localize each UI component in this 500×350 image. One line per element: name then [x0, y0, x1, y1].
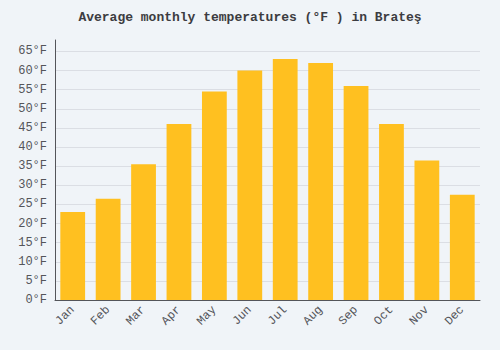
svg-text:40°F: 40°F	[18, 140, 47, 154]
svg-text:Jul: Jul	[265, 303, 290, 328]
svg-text:0°F: 0°F	[25, 293, 47, 307]
svg-text:50°F: 50°F	[18, 102, 47, 116]
svg-text:Aug: Aug	[300, 303, 325, 328]
svg-text:65°F: 65°F	[18, 44, 47, 58]
svg-text:Dec: Dec	[442, 303, 467, 328]
svg-text:Feb: Feb	[88, 303, 113, 328]
svg-text:Sep: Sep	[336, 303, 361, 328]
svg-text:60°F: 60°F	[18, 64, 47, 78]
svg-text:Oct: Oct	[371, 303, 396, 328]
svg-text:May: May	[194, 303, 219, 328]
svg-text:Jun: Jun	[230, 303, 255, 328]
svg-text:15°F: 15°F	[18, 236, 47, 250]
svg-text:20°F: 20°F	[18, 217, 47, 231]
svg-text:25°F: 25°F	[18, 197, 47, 211]
svg-text:35°F: 35°F	[18, 159, 47, 173]
svg-text:Apr: Apr	[159, 303, 184, 328]
svg-text:5°F: 5°F	[25, 274, 47, 288]
svg-text:Average monthly temperatures (: Average monthly temperatures (°F ) in Br…	[78, 10, 421, 25]
svg-text:30°F: 30°F	[18, 178, 47, 192]
svg-text:45°F: 45°F	[18, 121, 47, 135]
svg-text:Jan: Jan	[53, 303, 78, 328]
svg-text:Mar: Mar	[123, 303, 148, 328]
svg-text:55°F: 55°F	[18, 83, 47, 97]
svg-text:10°F: 10°F	[18, 255, 47, 269]
svg-text:Nov: Nov	[407, 303, 432, 328]
